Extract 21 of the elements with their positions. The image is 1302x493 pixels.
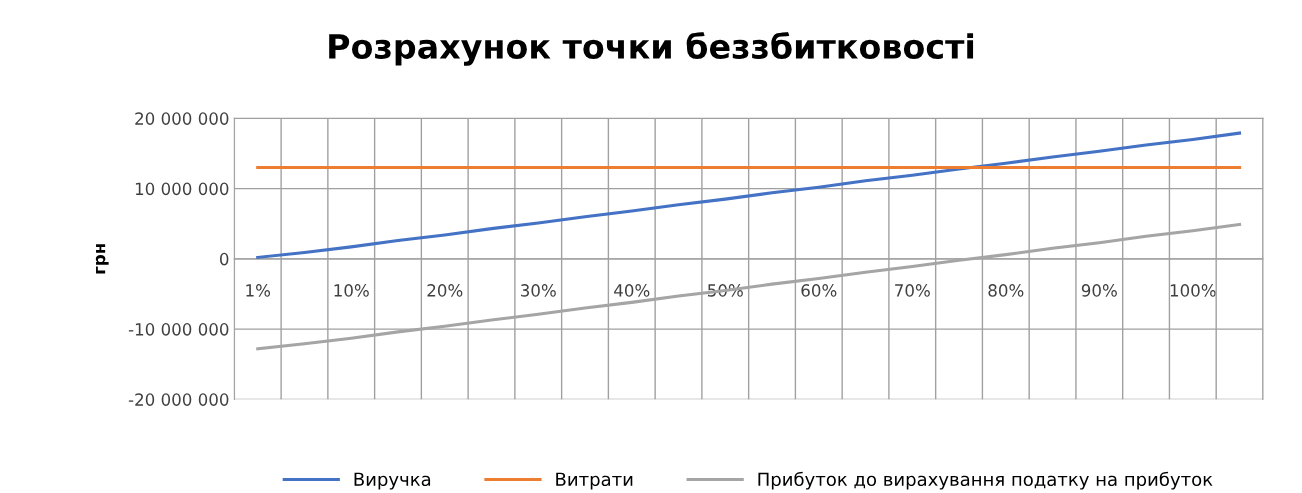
x-tick-label: 40% bbox=[614, 284, 650, 297]
y-tick-label: -10 000 000 bbox=[128, 323, 229, 336]
x-tick-label: 100% bbox=[1170, 284, 1216, 297]
legend-label: Прибуток до вирахування податку на прибуток bbox=[758, 471, 1213, 490]
x-tick-label: 20% bbox=[427, 284, 463, 297]
y-tick-label: 10 000 000 bbox=[135, 182, 229, 196]
y-tick-label: 0 bbox=[219, 252, 229, 266]
y-tick-label: 20 000 000 bbox=[135, 112, 229, 125]
x-tick-label: 80% bbox=[988, 284, 1024, 297]
x-tick-label: 70% bbox=[895, 284, 930, 297]
x-tick-label: 90% bbox=[1081, 284, 1117, 297]
x-tick-label: 1% bbox=[246, 284, 271, 297]
legend-label: Виручка bbox=[354, 472, 431, 490]
x-tick-label: 60% bbox=[801, 284, 837, 297]
chart-title: Розрахунок точки беззбитковості bbox=[329, 32, 974, 66]
legend-label: Витрати bbox=[556, 472, 633, 490]
x-tick-label: 10% bbox=[334, 284, 369, 297]
line-series bbox=[256, 131, 1242, 259]
x-tick-label: 30% bbox=[521, 284, 556, 297]
y-tick-label: -20 000 000 bbox=[128, 393, 229, 406]
y-axis-title: грн bbox=[95, 244, 109, 274]
